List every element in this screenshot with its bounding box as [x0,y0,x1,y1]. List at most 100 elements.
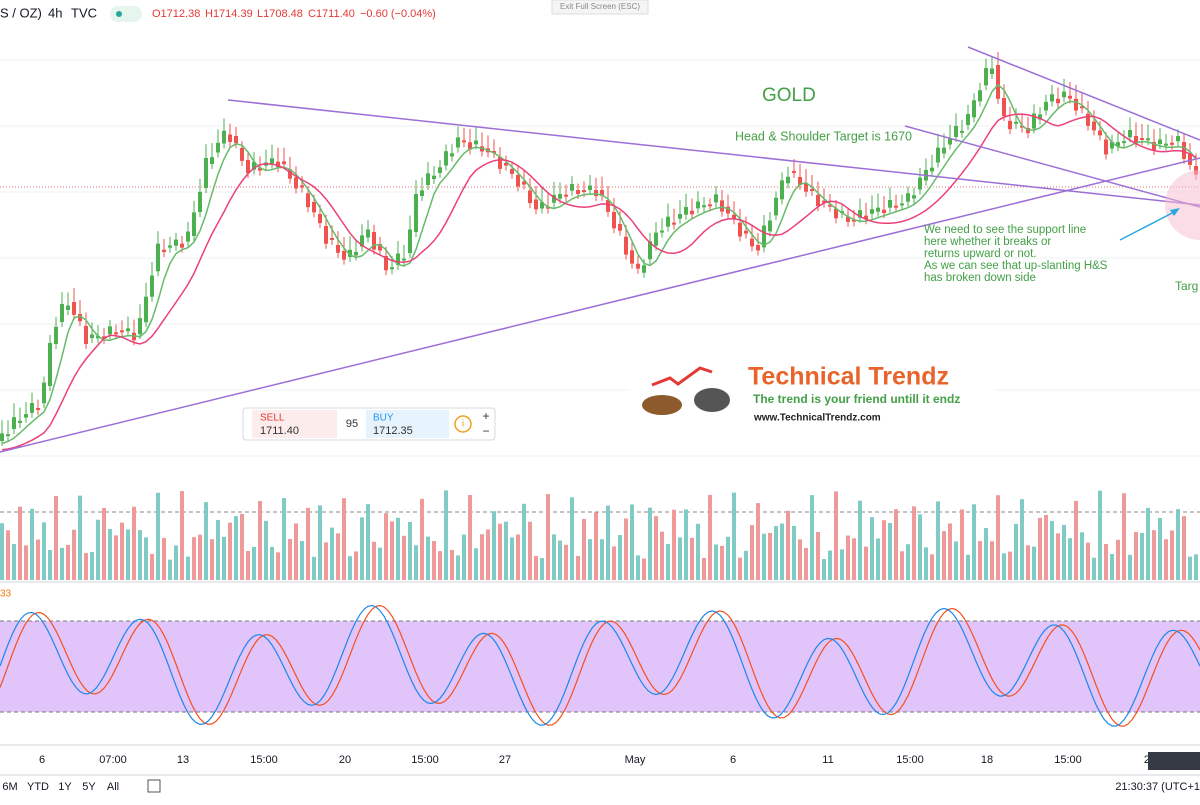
volume-bar [0,523,4,580]
candle [462,140,466,143]
volume-bar [576,556,580,580]
volume-bar [1062,524,1066,580]
close: C1711.40 [308,8,355,20]
candle [30,402,34,413]
candle [606,200,610,212]
volume-bar [150,553,154,580]
candle [774,197,778,216]
volume-bar [162,537,166,580]
candle [1152,142,1156,150]
candle [1146,138,1150,141]
ma-fast [1,83,1197,445]
info-icon: i [462,419,464,430]
candle [126,328,130,332]
volume-bar [366,504,370,580]
volume-bar [912,506,916,580]
candle [180,243,184,248]
volume-bar [54,496,58,580]
arrow-head [1170,208,1180,216]
candle [12,417,16,429]
candle [324,226,328,244]
candle [894,205,898,208]
status-pill[interactable] [110,6,142,22]
annotation-title: GOLD [762,85,816,106]
candle [192,212,196,236]
plus-button[interactable]: + [482,409,489,423]
candle [696,201,700,209]
volume-bar [594,512,598,580]
volume-bar [648,507,652,580]
volume-bar [1038,517,1042,580]
volume-bar [918,514,922,580]
candle [1164,143,1168,146]
volume-bar [1152,530,1156,580]
volume-bar [306,507,310,580]
candle [1080,106,1084,109]
channel-bottom [904,125,1200,208]
range-button[interactable]: 6M [2,781,17,793]
volume-bar [1140,533,1144,580]
range-button[interactable]: YTD [27,781,49,793]
candle [810,189,814,191]
buy-price: 1712.35 [373,425,413,437]
volume-bar [1026,545,1030,580]
candle [858,210,862,218]
volume-bar [708,494,712,580]
volume-bar [768,532,772,580]
volume-bar [558,540,562,580]
candle [102,336,106,339]
candle [990,68,994,74]
range-button[interactable]: All [107,781,119,793]
candle [642,265,646,273]
candle [366,229,370,238]
volume-bar [720,545,724,580]
volume-bar [60,547,64,580]
volume-bar [282,498,286,580]
volume-bar [90,551,94,580]
annotation-note: has broken down side [924,272,1036,284]
volume-bar [852,538,856,580]
range-button[interactable]: 5Y [82,781,96,793]
annotation-note: We need to see the support line [924,224,1086,236]
interval[interactable]: 4h [48,5,62,20]
volume-bar [960,509,964,580]
volume-bar [1164,539,1168,580]
low: L1708.48 [257,8,303,20]
x-tick-label: 18 [981,754,993,766]
exit-fullscreen[interactable] [551,0,649,15]
candle [204,158,208,188]
candle [762,225,766,248]
logo-tagline: The trend is your friend untill it endz [753,392,960,406]
sell-button[interactable] [252,410,337,438]
volume-bar [528,521,532,580]
candle [648,241,652,260]
volume-bar [186,556,190,580]
candle [732,214,736,220]
candle [234,136,238,144]
candle [630,250,634,264]
volume-pane [0,490,1198,580]
volume-bar [1104,544,1108,580]
target-circle [1165,170,1200,240]
volume-bar [426,536,430,580]
volume-bar [498,523,502,580]
volume-bar [252,546,256,580]
volume-bar [930,554,934,580]
minus-button[interactable]: − [482,424,489,438]
date-range-icon[interactable] [147,779,161,793]
volume-bar [816,532,820,580]
range-button[interactable]: 1Y [58,781,72,793]
bottom-bar: 6M YTD 1Y 5Y All 21:30:37 (UTC+1 [2,779,1200,793]
buy-button[interactable] [366,410,449,438]
candle [66,305,70,310]
info-button[interactable] [454,415,472,433]
candle [48,342,52,386]
volume-bar [168,559,172,580]
volume-bar [1074,500,1078,580]
volume-bar [510,537,514,580]
volume-bar [858,500,862,580]
volume-bar [384,513,388,580]
volume-bar [222,536,226,580]
candle [846,216,850,222]
volume-bar [876,538,880,580]
